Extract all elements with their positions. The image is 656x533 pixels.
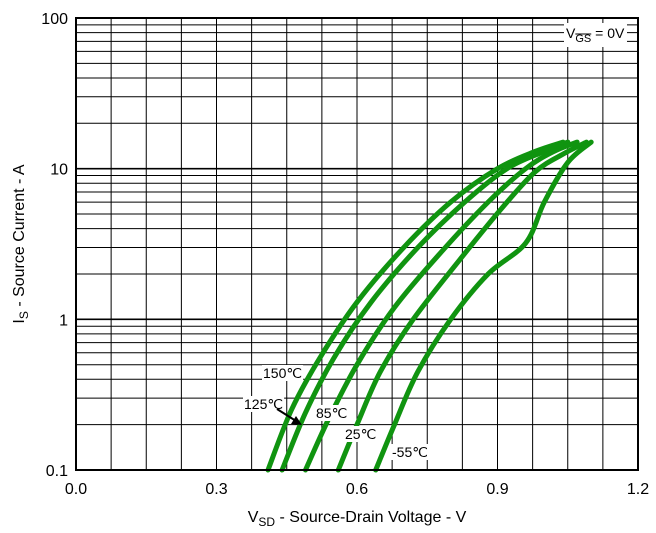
series-label-background <box>344 426 378 442</box>
series-labels: 150℃ 125℃ 85℃ 25℃ -55℃ <box>243 365 429 460</box>
y-axis-label: IS - Source Current - A <box>11 164 31 324</box>
x-tick-label: 0.6 <box>346 481 368 498</box>
y-tick-label: 10 <box>50 162 68 179</box>
series-label-background <box>315 405 349 421</box>
condition-background <box>564 23 627 47</box>
x-tick-label: 1.2 <box>627 481 649 498</box>
y-tick-label: 100 <box>41 11 68 28</box>
series-label: 25℃ <box>345 426 376 442</box>
x-axis-label-sub: SD <box>258 515 275 529</box>
condition-main: V <box>566 25 576 41</box>
arrow-125 <box>276 408 302 425</box>
y-axis-label-sub: S <box>17 311 31 319</box>
series-label-background <box>391 444 429 460</box>
series-label: 125℃ <box>244 396 283 412</box>
y-axis-label-rest: - Source Current - A <box>11 164 28 311</box>
series-line <box>279 139 571 473</box>
series-line <box>303 139 580 473</box>
x-axis-label-main: V <box>248 509 259 526</box>
x-tick-label: 0.0 <box>65 481 87 498</box>
series-label-background <box>243 396 285 412</box>
y-tick-label: 0.1 <box>46 463 68 480</box>
series-label: 150℃ <box>263 365 302 381</box>
series-label: 85℃ <box>316 405 347 421</box>
condition-label: VGS = 0V <box>566 25 625 45</box>
x-tick-label: 0.9 <box>486 481 508 498</box>
arrow-shaft <box>276 408 297 422</box>
y-tick-label: 1 <box>59 312 68 329</box>
x-axis-label: VSD - Source-Drain Voltage - V <box>248 509 467 529</box>
y-axis-label-main: I <box>11 319 28 323</box>
x-tick-label: 0.3 <box>205 481 227 498</box>
series-label-background <box>262 365 304 381</box>
series-line <box>373 139 594 473</box>
tick-labels: 0.0 0.3 0.6 0.9 1.2 0.1 1 10 100 <box>41 11 649 498</box>
series-line <box>265 139 566 473</box>
x-axis-label-rest: - Source-Drain Voltage - V <box>275 509 467 526</box>
series-label: -55℃ <box>392 444 428 460</box>
plot-frame <box>75 17 639 471</box>
series-lines <box>265 139 594 473</box>
condition-rest: = 0V <box>591 25 625 41</box>
arrow-head <box>291 416 302 425</box>
condition-sub: GS <box>575 33 591 45</box>
grid <box>76 18 638 470</box>
series-line <box>335 139 589 473</box>
